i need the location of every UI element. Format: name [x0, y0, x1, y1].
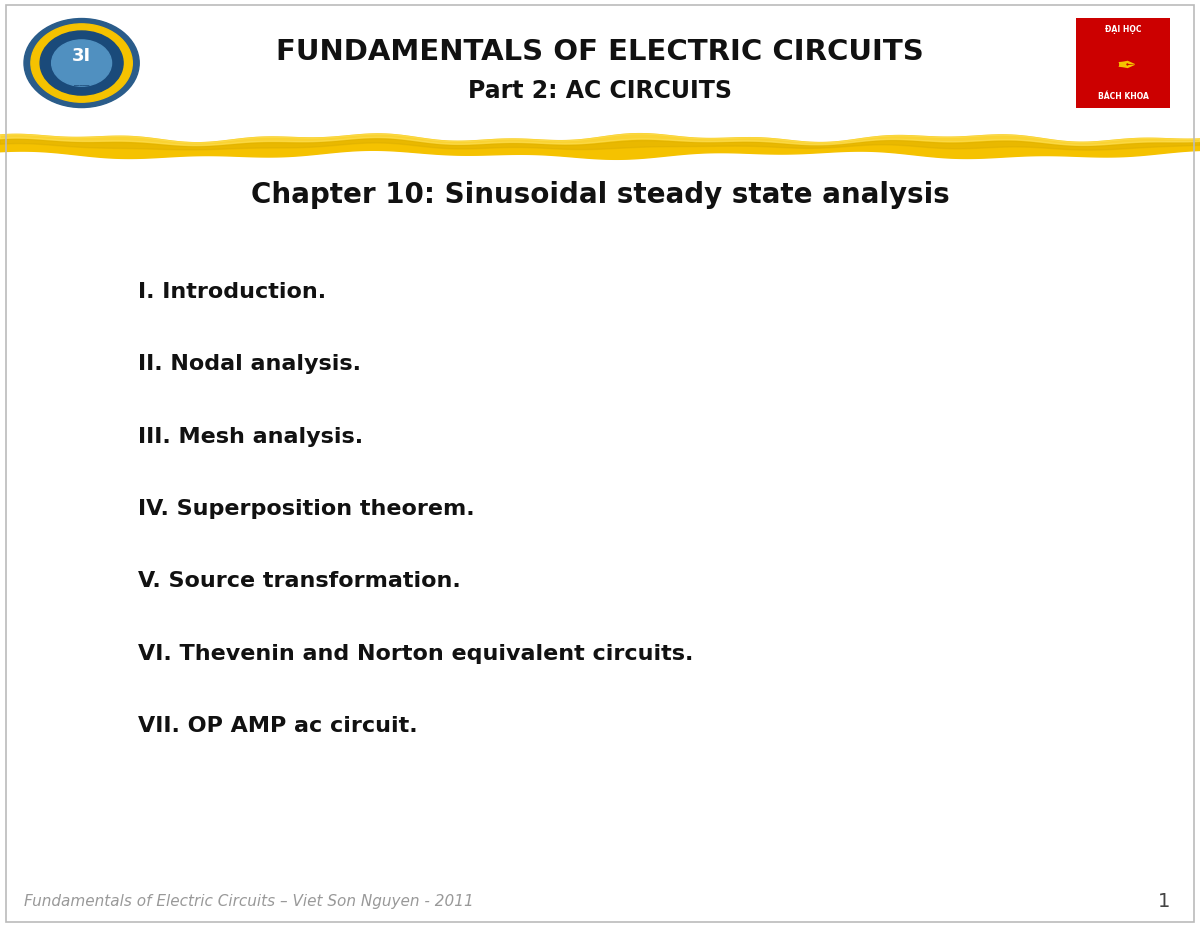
Circle shape [24, 19, 139, 108]
Text: BÁCH KHOA: BÁCH KHOA [1098, 92, 1148, 101]
Text: VII. OP AMP ac circuit.: VII. OP AMP ac circuit. [138, 716, 418, 736]
FancyBboxPatch shape [1076, 18, 1170, 108]
Text: VI. Thevenin and Norton equivalent circuits.: VI. Thevenin and Norton equivalent circu… [138, 643, 694, 664]
Text: V. Source transformation.: V. Source transformation. [138, 571, 461, 591]
Text: ĐẠI HỌC: ĐẠI HỌC [1105, 25, 1141, 34]
Text: Fundamentals of Electric Circuits – Viet Son Nguyen - 2011: Fundamentals of Electric Circuits – Viet… [24, 894, 474, 908]
Circle shape [31, 24, 132, 102]
Text: Chapter 10: Sinusoidal steady state analysis: Chapter 10: Sinusoidal steady state anal… [251, 181, 949, 209]
Text: 1: 1 [1158, 892, 1170, 910]
Text: III. Mesh analysis.: III. Mesh analysis. [138, 426, 364, 447]
Text: FUNDAMENTALS OF ELECTRIC CIRCUITS: FUNDAMENTALS OF ELECTRIC CIRCUITS [276, 38, 924, 66]
Text: IV. Superposition theorem.: IV. Superposition theorem. [138, 499, 475, 519]
Circle shape [52, 40, 112, 86]
Text: ✒: ✒ [1117, 54, 1136, 78]
Text: I. Introduction.: I. Introduction. [138, 282, 326, 302]
Text: II. Nodal analysis.: II. Nodal analysis. [138, 354, 361, 375]
Text: Part 2: AC CIRCUITS: Part 2: AC CIRCUITS [468, 79, 732, 103]
Text: 3I: 3I [72, 46, 91, 65]
Circle shape [40, 31, 124, 95]
Text: ━━━━━: ━━━━━ [73, 83, 90, 89]
